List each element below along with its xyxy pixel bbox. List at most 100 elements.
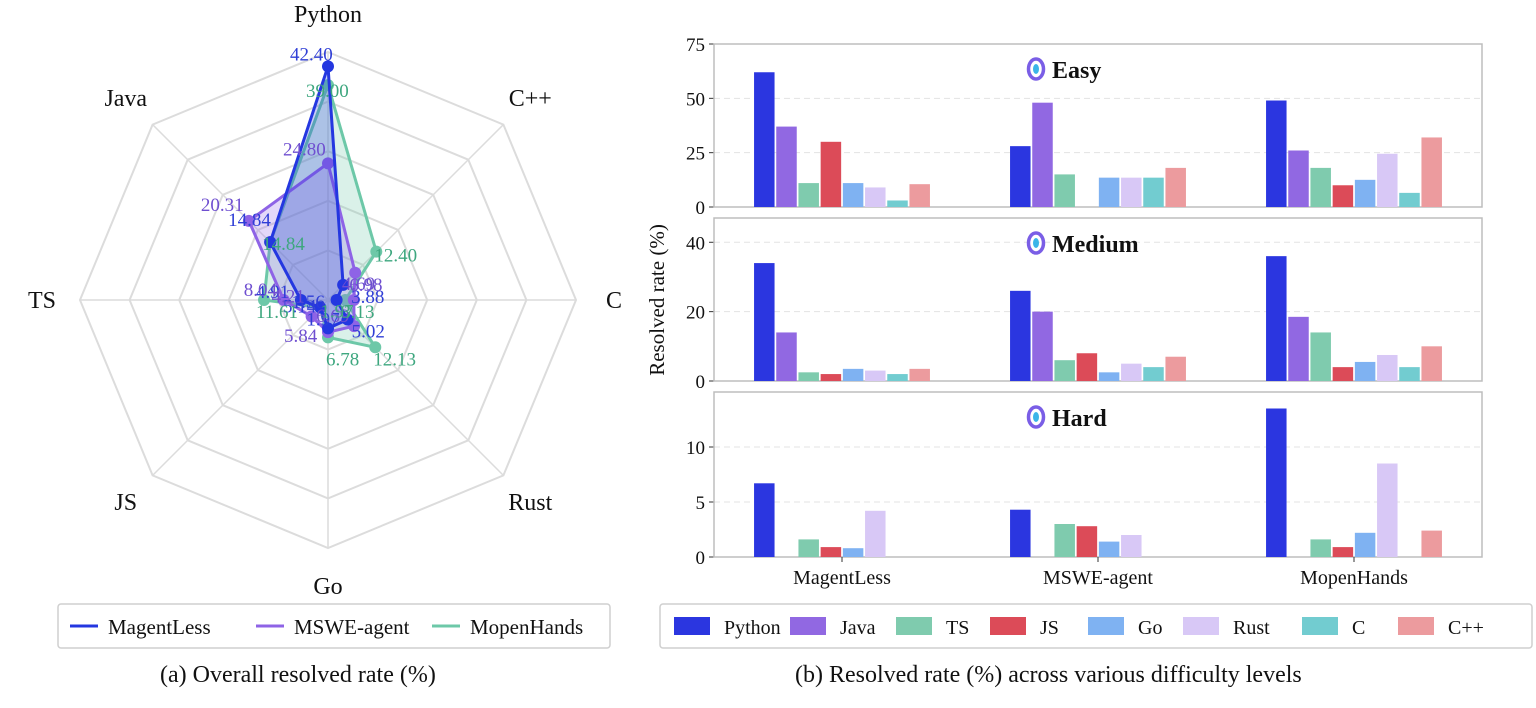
radar-value-label: 11.61 xyxy=(256,302,298,323)
bar-rust xyxy=(1377,153,1398,207)
radar-value-label: 20.31 xyxy=(201,195,244,216)
radar-value-label: 6.69 xyxy=(316,306,349,327)
bar-ts xyxy=(1054,174,1075,207)
radar-value-label: 1.56 xyxy=(292,292,325,313)
radar-axis-label: TS xyxy=(28,288,56,314)
bar-js xyxy=(1332,185,1354,207)
bar-python xyxy=(1010,290,1031,381)
radar-value-label: 3.88 xyxy=(351,287,384,308)
bar-y-tick-label: 50 xyxy=(686,89,705,110)
bar-legend-swatch xyxy=(990,617,1026,635)
radar-point xyxy=(322,322,334,335)
bar-c xyxy=(1143,177,1164,207)
radar-point xyxy=(277,294,290,306)
logo-icon-ring xyxy=(1026,405,1046,429)
bar-y-tick-label: 10 xyxy=(686,438,705,459)
radar-value-label: 1.97 xyxy=(306,310,339,331)
bar-cpp xyxy=(1421,346,1442,381)
bar-y-axis-label: Resolved rate (%) xyxy=(645,224,669,376)
radar-value-label: 12.13 xyxy=(373,349,416,370)
radar-value-label: 1.97 xyxy=(320,302,353,323)
bar-panel-frame xyxy=(713,217,1483,382)
bar-y-tick-label: 20 xyxy=(686,303,705,324)
bar-y-tick-label: 40 xyxy=(686,233,705,254)
radar-point xyxy=(294,294,307,306)
logo-icon-core xyxy=(1033,238,1039,248)
radar-axis-label: C xyxy=(606,288,622,314)
bar-cpp xyxy=(1421,137,1442,207)
bar-c xyxy=(1399,192,1420,207)
bar-ts xyxy=(1310,539,1331,557)
bar-legend-swatch xyxy=(674,617,710,635)
radar-value-label: 3.13 xyxy=(341,302,374,323)
radar-point xyxy=(322,157,334,170)
radar-value-label: 14.84 xyxy=(228,210,271,231)
radar-point xyxy=(337,278,350,291)
bar-python xyxy=(754,72,775,208)
bar-js xyxy=(1332,367,1354,381)
bar-legend-label: JS xyxy=(1040,617,1059,639)
bar-rust xyxy=(865,187,886,207)
bar-rust xyxy=(865,510,886,557)
bar-panel-frame xyxy=(713,43,1483,208)
radar-value-label: 5.84 xyxy=(284,326,318,347)
radar-value-label: 5.14 xyxy=(283,296,317,317)
bar-ts xyxy=(798,539,819,557)
logo-icon xyxy=(1026,57,1046,81)
radar-value-label: 4.21 xyxy=(272,286,305,307)
radar-value-label: 4.91 xyxy=(256,282,289,303)
radar-legend: MagentLess MSWE-agent MopenHands xyxy=(57,603,611,649)
radar-axis-label: Rust xyxy=(508,490,552,516)
bar-rust xyxy=(1121,535,1142,557)
radar-point xyxy=(369,341,382,354)
radar-legend-label: MagentLess xyxy=(108,615,211,639)
radar-axis-label: Python xyxy=(294,2,362,28)
bar-rust xyxy=(1121,363,1142,381)
bar-legend-label: TS xyxy=(946,617,969,639)
bar-panel-hard: 0 5 10 Hard xyxy=(686,391,1483,569)
bar-c xyxy=(887,200,908,207)
bar-java xyxy=(1288,150,1309,207)
bar-y-tick-label: 25 xyxy=(686,144,705,165)
bar-legend-label: Python xyxy=(724,617,781,639)
bar-js xyxy=(820,374,842,381)
radar-point xyxy=(349,266,362,279)
bar-ts xyxy=(1054,524,1075,557)
radar-point xyxy=(322,60,334,73)
bar-legend-label: Rust xyxy=(1233,617,1270,639)
bar-python xyxy=(1010,509,1031,557)
bar-panel-title: Easy xyxy=(1052,58,1101,84)
bar-rust xyxy=(1377,354,1398,381)
bar-y-tick-label: 5 xyxy=(696,493,706,514)
radar-point xyxy=(341,313,354,326)
bar-x-tick-label: MSWE-agent xyxy=(1043,567,1153,589)
radar-point xyxy=(347,294,360,306)
bar-ts xyxy=(1310,332,1331,381)
radar-legend-frame xyxy=(57,603,611,649)
bar-rust xyxy=(1121,177,1142,207)
bar-legend-label: C xyxy=(1352,617,1365,639)
radar-value-label: 6.78 xyxy=(326,349,359,370)
bar-go xyxy=(1098,541,1120,557)
logo-icon-ring xyxy=(1026,57,1046,81)
bar-c xyxy=(1143,367,1164,381)
bar-python xyxy=(1010,146,1031,207)
bar-java xyxy=(776,126,797,207)
radar-legend-label: MopenHands xyxy=(470,615,583,639)
radar-value-label: 6.98 xyxy=(349,275,382,296)
bar-legend-swatch xyxy=(790,617,826,635)
bar-legend-label: C++ xyxy=(1448,617,1484,639)
bar-legend-swatch xyxy=(1302,617,1338,635)
bar-legend-swatch xyxy=(896,617,932,635)
bar-python xyxy=(1266,256,1287,381)
radar-value-label: 4.69 xyxy=(342,274,375,295)
bar-go xyxy=(1354,532,1376,557)
bar-python xyxy=(754,263,775,381)
radar-point xyxy=(339,294,352,306)
bar-python xyxy=(754,483,775,557)
bar-ts xyxy=(1054,360,1075,381)
bar-caption: (b) Resolved rate (%) across various dif… xyxy=(795,662,1302,688)
bar-go xyxy=(842,368,864,381)
bar-legend-label: Java xyxy=(840,617,876,639)
